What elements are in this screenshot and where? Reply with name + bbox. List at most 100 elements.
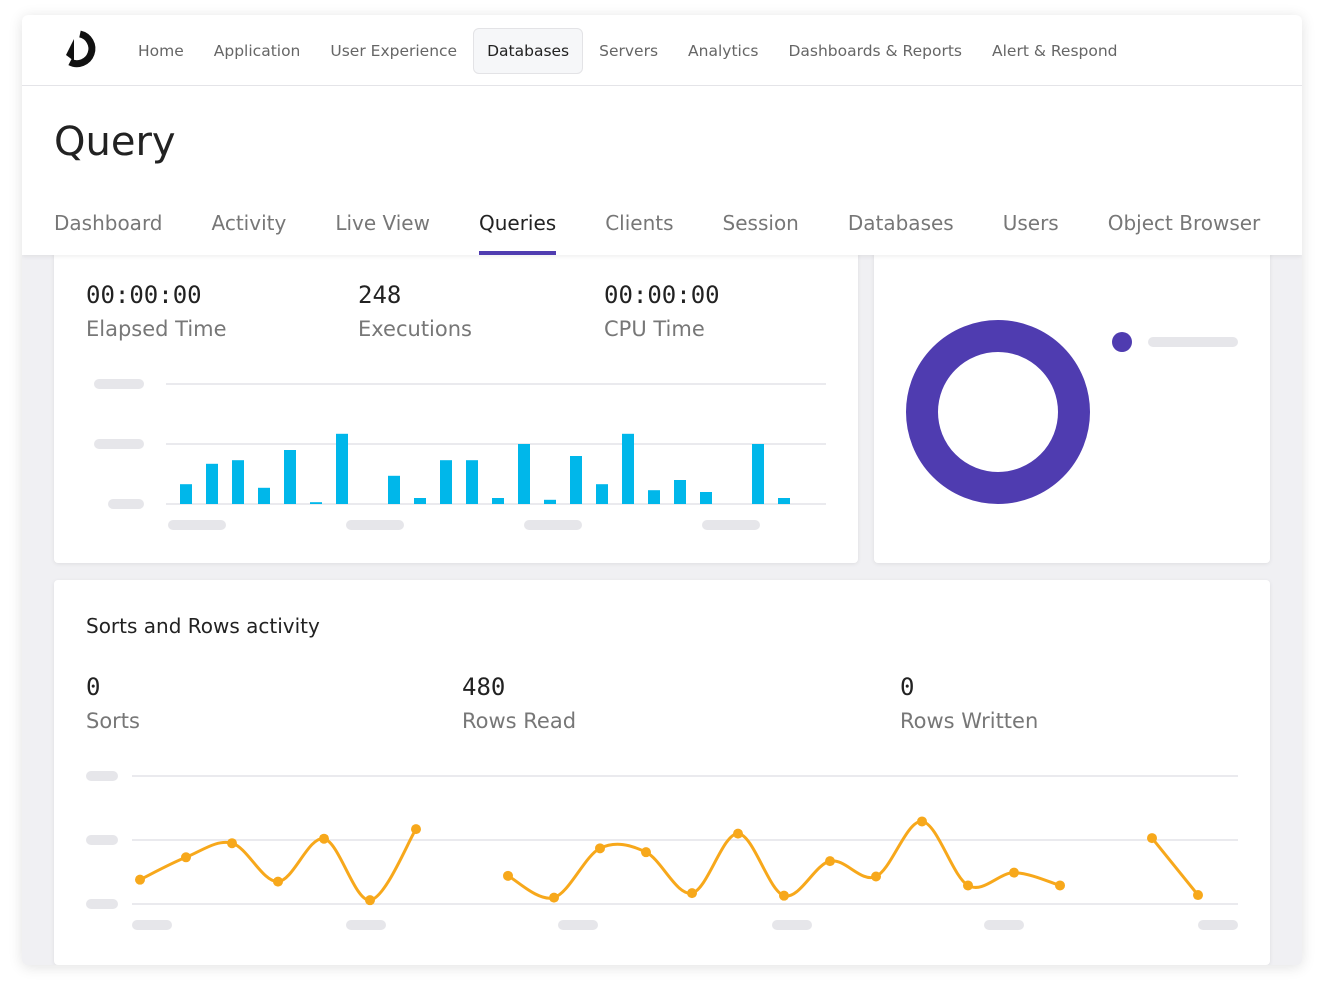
stat-label: Executions xyxy=(358,317,472,341)
placeholder xyxy=(94,439,144,449)
bar xyxy=(674,480,686,504)
stat-value: 00:00:00 xyxy=(604,281,720,309)
stat-label: Sorts xyxy=(86,709,140,733)
point xyxy=(227,838,237,849)
stat: 00:00:00 Elapsed Time xyxy=(86,281,227,341)
point xyxy=(687,888,697,899)
point xyxy=(1055,880,1065,891)
bar xyxy=(518,444,530,504)
header: Home Application User Experience Databases S… xyxy=(22,15,1302,255)
point xyxy=(273,876,283,887)
bar xyxy=(492,498,504,504)
bar xyxy=(414,498,426,504)
point xyxy=(963,880,973,891)
placeholder xyxy=(86,771,118,781)
tab[interactable]: Session xyxy=(722,211,799,235)
bar xyxy=(206,463,218,504)
stat-label: Elapsed Time xyxy=(86,317,227,341)
point xyxy=(1147,833,1157,844)
bar xyxy=(778,498,790,504)
placeholder xyxy=(984,920,1024,930)
app-window: Home Application User Experience Databases S… xyxy=(22,15,1302,965)
placeholder xyxy=(168,520,226,530)
top-nav: Home Application User Experience Databases S… xyxy=(22,15,1302,86)
donut xyxy=(906,320,1090,504)
stat: 248 Executions xyxy=(358,281,472,341)
activity-card: Sorts and Rows activity xyxy=(54,580,1270,965)
point xyxy=(1193,890,1203,901)
bar xyxy=(310,502,322,504)
stat-value: 0 xyxy=(900,673,915,701)
logo[interactable] xyxy=(52,15,112,85)
tab[interactable]: Dashboard xyxy=(54,211,163,235)
point xyxy=(641,847,651,858)
tab[interactable]: Live View xyxy=(335,211,430,235)
placeholder xyxy=(772,920,812,930)
point xyxy=(135,874,145,885)
tab[interactable]: Activity xyxy=(211,211,287,235)
bar xyxy=(466,460,478,504)
stat-label: CPU Time xyxy=(604,317,705,341)
point xyxy=(733,828,743,839)
stat: 00:00:00 CPU Time xyxy=(604,281,720,341)
point xyxy=(411,824,421,835)
point xyxy=(595,843,605,854)
stat-value: 0 xyxy=(86,673,101,701)
line xyxy=(1150,837,1200,896)
stat-value: 480 xyxy=(462,673,506,701)
placeholder xyxy=(702,520,760,530)
placeholder xyxy=(108,499,144,509)
tab[interactable]: Clients xyxy=(605,211,674,235)
nav-item[interactable]: Application xyxy=(213,42,301,60)
bar xyxy=(336,433,348,504)
bar xyxy=(648,490,660,504)
placeholder xyxy=(94,379,144,389)
stat: 0 Rows Written xyxy=(900,673,1038,733)
bar xyxy=(232,460,244,504)
nav-item[interactable]: Home xyxy=(138,42,184,60)
placeholder xyxy=(346,920,386,930)
bar xyxy=(388,475,400,504)
placeholder xyxy=(558,920,598,930)
bar xyxy=(284,450,296,504)
query-card xyxy=(54,235,858,563)
point xyxy=(917,816,927,827)
page-title: Query xyxy=(54,119,176,165)
tab[interactable]: Databases xyxy=(847,211,954,235)
point xyxy=(871,871,881,882)
stat-value: 00:00:00 xyxy=(86,281,202,309)
stat-label: Rows Read xyxy=(462,709,577,733)
placeholder xyxy=(1148,337,1238,347)
nav-item[interactable]: Alert & Respond xyxy=(992,42,1118,60)
nav-list: Home Application User Experience Databases S… xyxy=(124,28,1132,74)
point xyxy=(365,895,375,906)
tab-bar: Dashboard Activity Live View Queries Clients… xyxy=(54,205,1260,255)
nav-item[interactable]: Servers xyxy=(599,42,659,60)
point xyxy=(825,856,835,867)
bar xyxy=(440,460,452,504)
point xyxy=(319,833,329,844)
nav-item[interactable]: Analytics xyxy=(688,42,759,60)
tab[interactable]: Users xyxy=(1002,211,1059,235)
bar xyxy=(258,487,270,504)
stat: 480 Rows Read xyxy=(462,673,576,733)
nav-item[interactable]: Dashboards & Reports xyxy=(788,42,963,60)
bar xyxy=(570,456,582,504)
bar xyxy=(622,433,634,504)
placeholder xyxy=(1198,920,1238,930)
point xyxy=(1009,867,1019,878)
tab[interactable]: Object Browser xyxy=(1107,211,1261,235)
tab[interactable]: Queries xyxy=(478,205,557,255)
bar xyxy=(752,444,764,504)
point xyxy=(181,852,191,863)
card-title: Sorts and Rows activity xyxy=(86,614,320,638)
nav-item[interactable]: User Experience xyxy=(330,42,458,60)
point xyxy=(549,892,559,903)
placeholder xyxy=(346,520,404,530)
nav-item[interactable]: Databases xyxy=(473,28,584,74)
stat-value: 248 xyxy=(358,281,402,309)
bar xyxy=(544,499,556,504)
placeholder xyxy=(524,520,582,530)
legend-dot xyxy=(1112,332,1132,352)
